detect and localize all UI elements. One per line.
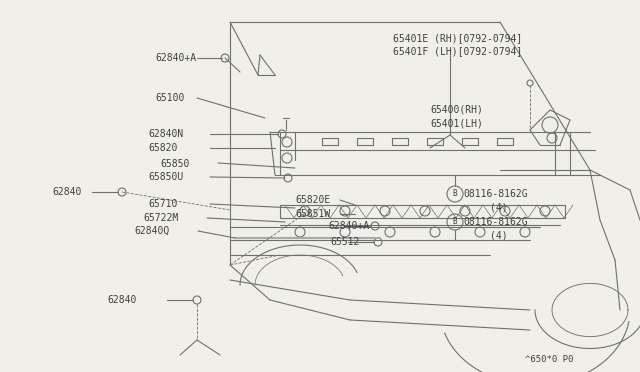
Text: 65850: 65850 [160,159,189,169]
Text: 65820E: 65820E [295,195,330,205]
Text: 62840N: 62840N [148,129,183,139]
Text: 62840+A: 62840+A [155,53,196,63]
Text: 65710: 65710 [148,199,177,209]
Text: (4): (4) [490,202,508,212]
Text: 65401F (LH)[0792-0794]: 65401F (LH)[0792-0794] [393,46,522,56]
Text: 08116-8162G: 08116-8162G [463,189,527,199]
Text: 65820: 65820 [148,143,177,153]
Text: 62840Q: 62840Q [134,226,169,236]
Text: 65851W: 65851W [295,209,330,219]
Text: (4): (4) [490,230,508,240]
Text: 65100: 65100 [155,93,184,103]
Text: B: B [452,189,458,199]
Text: ^650*0 P0: ^650*0 P0 [525,356,573,365]
Text: 62840: 62840 [107,295,136,305]
Text: B: B [452,218,458,227]
Text: 62840: 62840 [52,187,81,197]
Text: 08116-8162G: 08116-8162G [463,217,527,227]
Text: 65401(LH): 65401(LH) [430,118,483,128]
Text: 65401E (RH)[0792-0794]: 65401E (RH)[0792-0794] [393,33,522,43]
Text: 65850U: 65850U [148,172,183,182]
Text: 65722M: 65722M [143,213,179,223]
Text: 65400(RH): 65400(RH) [430,105,483,115]
Text: 65512: 65512 [330,237,360,247]
Text: 62840+A: 62840+A [328,221,369,231]
